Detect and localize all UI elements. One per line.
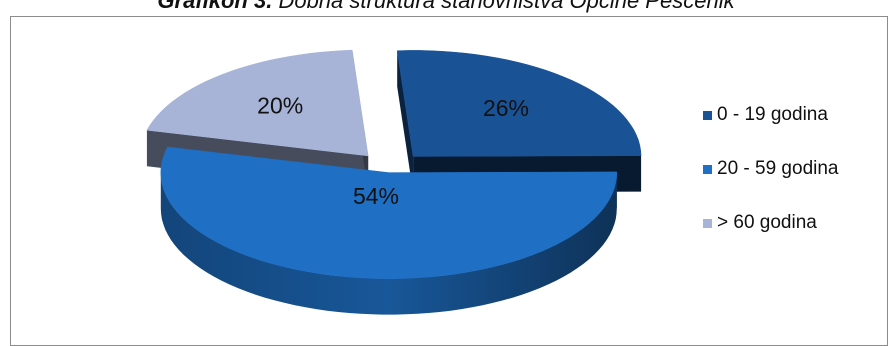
data-label-1: 26% — [483, 95, 529, 121]
legend-swatch — [703, 110, 712, 120]
pie-slice-3-top — [146, 49, 369, 157]
pie-slice-1 — [396, 50, 642, 193]
data-label-3: 20% — [257, 92, 303, 118]
legend-item-3: > 60 godina — [703, 210, 839, 236]
chart-title-text: Dobna struktura stanovništva Općine Pešć… — [278, 0, 735, 13]
legend-item-1: 0 - 19 godina — [703, 102, 839, 128]
data-label-2: 54% — [353, 183, 399, 209]
pie-slice-2-top — [160, 146, 618, 279]
legend-swatch — [703, 218, 712, 228]
legend-label: 20 - 59 godina — [717, 158, 839, 179]
legend-label: > 60 godina — [717, 212, 817, 233]
pie-slice-1-cut-face — [397, 50, 414, 193]
chart-title-label: Grafikon 3. — [157, 0, 273, 13]
pie-slice-1-top — [396, 50, 642, 157]
chart-legend: 0 - 19 godina 20 - 59 godina > 60 godina — [703, 102, 839, 264]
legend-item-2: 20 - 59 godina — [703, 156, 839, 182]
chart-title: Grafikon 3. Dobna struktura stanovništva… — [0, 0, 892, 14]
legend-label: 0 - 19 godina — [717, 104, 828, 125]
legend-swatch — [703, 164, 712, 174]
pie-slice-2 — [160, 146, 618, 315]
pie-slice-2-wall — [160, 172, 617, 315]
